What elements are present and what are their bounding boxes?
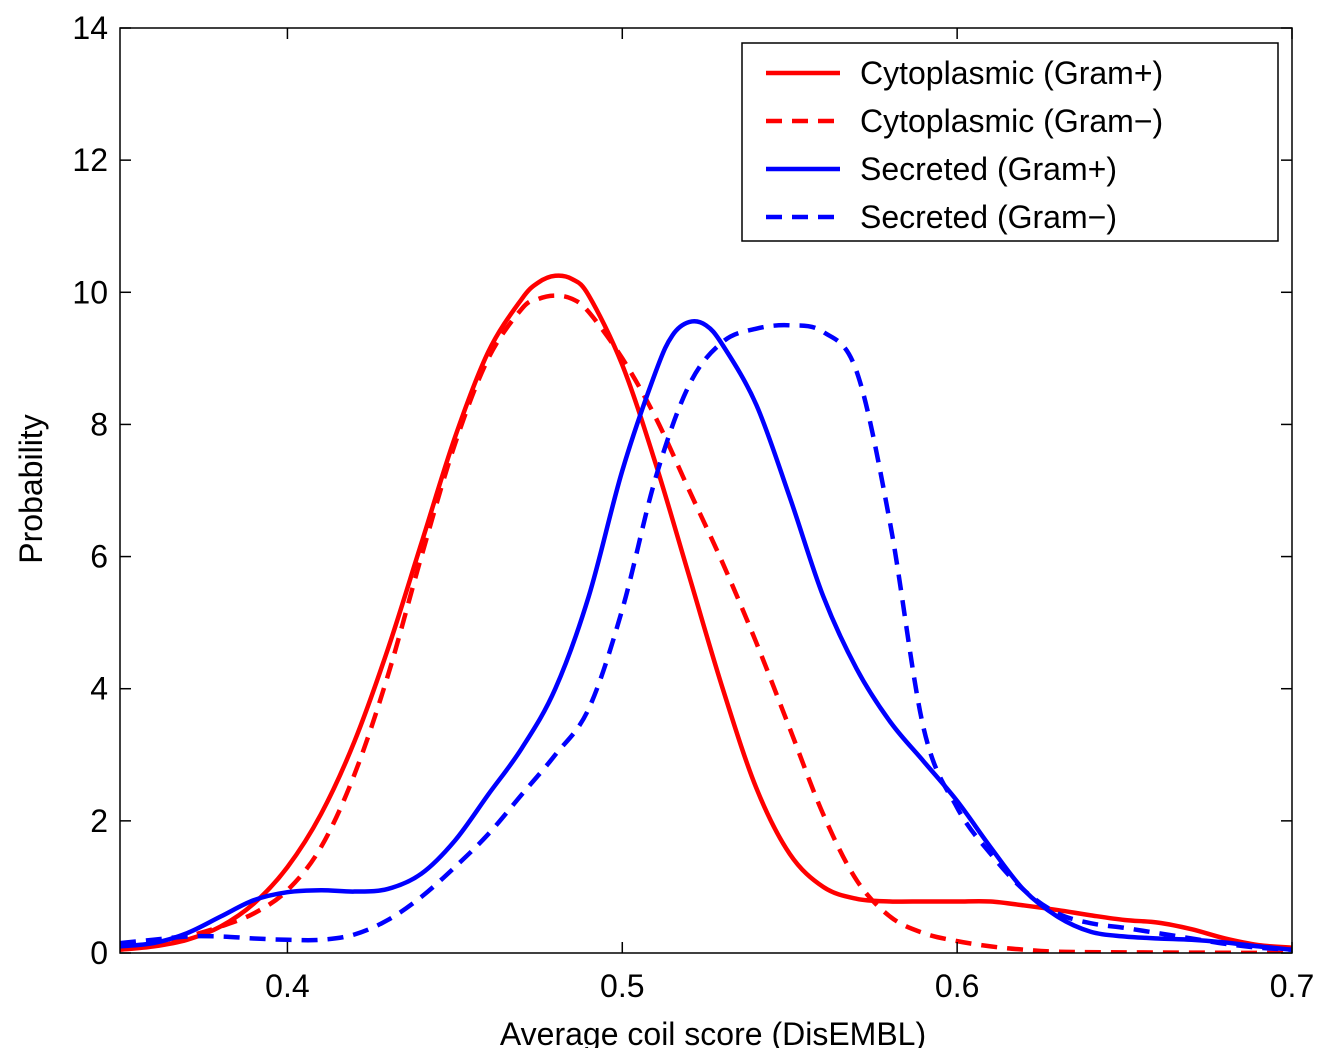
series-line-3 (120, 319, 1292, 952)
x-tick-label: 0.7 (1270, 968, 1314, 1004)
x-tick-label: 0.4 (265, 968, 309, 1004)
x-tick-label: 0.6 (935, 968, 979, 1004)
series-layer (120, 273, 1292, 953)
x-axis-label: Average coil score (DisEMBL) (500, 1016, 926, 1048)
legend-box (741, 42, 1279, 242)
series-line-2 (120, 293, 1292, 953)
y-tick-label: 14 (72, 10, 108, 46)
x-tick-label: 0.5 (600, 968, 644, 1004)
y-tick-label: 8 (90, 406, 108, 442)
legend-label-4: Secreted (Gram−) (860, 199, 1117, 235)
series-line-1 (120, 273, 1292, 952)
legend: Cytoplasmic (Gram+) Cytoplasmic (Gram−) Se… (741, 42, 1279, 242)
axes-frame (119, 27, 1293, 954)
y-tick-label: 6 (90, 539, 108, 575)
legend-label-1: Cytoplasmic (Gram+) (860, 55, 1163, 91)
series-line-4 (120, 322, 1292, 952)
y-tick-label: 10 (72, 274, 108, 310)
y-tick-label: 2 (90, 803, 108, 839)
y-tick-label: 4 (90, 671, 108, 707)
axes-layer: 0.4 0.5 0.6 0.7 0 2 4 6 8 10 12 14 (72, 10, 1314, 1004)
legend-label-3: Secreted (Gram+) (860, 151, 1117, 187)
y-tick-label: 0 (90, 935, 108, 971)
y-axis-label: Probability (13, 414, 49, 563)
y-tick-label: 12 (72, 142, 108, 178)
legend-label-2: Cytoplasmic (Gram−) (860, 103, 1163, 139)
